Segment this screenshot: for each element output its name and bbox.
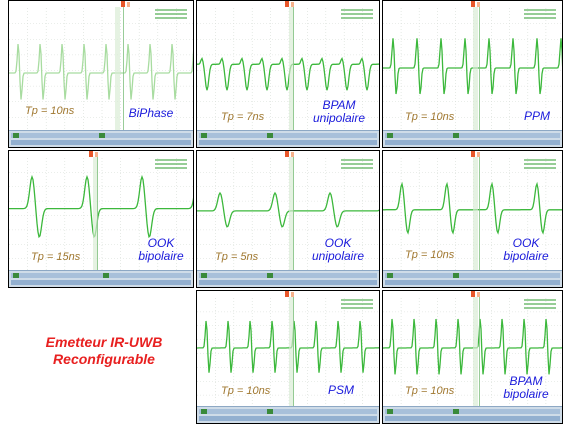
scope-panel-psm: Tp = 10ns PSM <box>196 290 380 424</box>
waveform-trace <box>9 8 193 133</box>
scope-status-bar <box>197 406 379 423</box>
waveform-trace <box>9 158 193 273</box>
scope-readout <box>341 9 373 21</box>
cursor-band <box>93 157 98 271</box>
cursor-band <box>473 297 478 407</box>
scope-panel-ook-bipolaire-15ns: Tp = 15ns OOK bipolaire <box>8 150 194 288</box>
waveform-path <box>9 174 193 239</box>
cursor-band <box>289 157 294 271</box>
scope-status-bar <box>9 130 193 147</box>
scope-status-bar <box>9 270 193 287</box>
modulation-label: OOK bipolaire <box>503 236 549 263</box>
scope-top-bar <box>9 1 193 8</box>
waveform-path <box>197 57 379 91</box>
pulse-width-label: Tp = 10ns <box>405 385 455 397</box>
scope-panel-bpam-unipolaire: Tp = 7ns BPAM unipolaire <box>196 0 380 148</box>
scope-panel-ook-unipolaire: Tp = 5ns OOK unipolaire <box>196 150 380 288</box>
scope-readout <box>341 159 373 171</box>
cursor-band <box>289 297 294 407</box>
scope-status-bar <box>383 130 562 147</box>
cursor-line <box>479 7 480 131</box>
pulse-width-label: Tp = 5ns <box>215 251 259 263</box>
modulation-label: PPM <box>523 109 550 123</box>
scope-panel-ook-bipolaire-10ns: Tp = 10ns OOK bipolaire <box>382 150 563 288</box>
scope-top-bar <box>383 291 562 298</box>
scope-readout <box>524 9 556 21</box>
scope-top-bar <box>383 151 562 158</box>
waveform-trace <box>197 158 379 273</box>
pulse-width-label: Tp = 15ns <box>31 251 81 263</box>
scope-top-bar <box>197 291 379 298</box>
scope-status-bar <box>197 130 379 147</box>
scope-readout <box>524 299 556 311</box>
scope-panel-biphase: Tp = 10ns BiPhase <box>8 0 194 148</box>
cursor-line <box>293 157 294 271</box>
pulse-width-label: Tp = 7ns <box>221 111 265 123</box>
scope-panel-bpam-bipolaire: Tp = 10ns BPAM bipolaire <box>382 290 563 424</box>
waveform-trace <box>197 8 379 133</box>
pulse-width-label: Tp = 10ns <box>25 105 75 117</box>
modulation-label: PSM <box>327 383 354 397</box>
cursor-line <box>479 297 480 407</box>
waveform-path <box>9 44 193 100</box>
cursor-line <box>97 157 98 271</box>
modulation-label: BPAM bipolaire <box>503 374 549 401</box>
cursor-band <box>473 7 478 131</box>
modulation-label: BiPhase <box>128 106 174 120</box>
cursor-band <box>115 7 120 131</box>
cursor-band <box>289 7 294 131</box>
pulse-width-label: Tp = 10ns <box>405 111 455 123</box>
pulse-width-label: Tp = 10ns <box>405 249 455 261</box>
modulation-label: OOK bipolaire <box>138 236 184 263</box>
scope-status-bar <box>197 270 379 287</box>
scope-status-bar <box>383 270 562 287</box>
scope-readout <box>155 9 187 21</box>
cursor-line <box>479 157 480 271</box>
modulation-label: BPAM unipolaire <box>312 98 366 125</box>
scope-status-bar <box>383 406 562 423</box>
cursor-line <box>293 297 294 407</box>
scope-readout <box>341 299 373 311</box>
cursor-line <box>293 7 294 131</box>
scope-readout <box>155 159 187 171</box>
scope-top-bar <box>197 151 379 158</box>
scope-top-bar <box>9 151 193 158</box>
cursor-band <box>473 157 478 271</box>
scope-panel-ppm: Tp = 10ns PPM <box>382 0 563 148</box>
figure-title: Emetteur IR-UWB Reconfigurable <box>45 334 163 367</box>
pulse-width-label: Tp = 10ns <box>221 385 271 397</box>
cursor-line <box>123 7 124 131</box>
scope-readout <box>524 159 556 171</box>
scope-top-bar <box>197 1 379 8</box>
modulation-label: OOK unipolaire <box>311 236 365 263</box>
scope-top-bar <box>383 1 562 8</box>
